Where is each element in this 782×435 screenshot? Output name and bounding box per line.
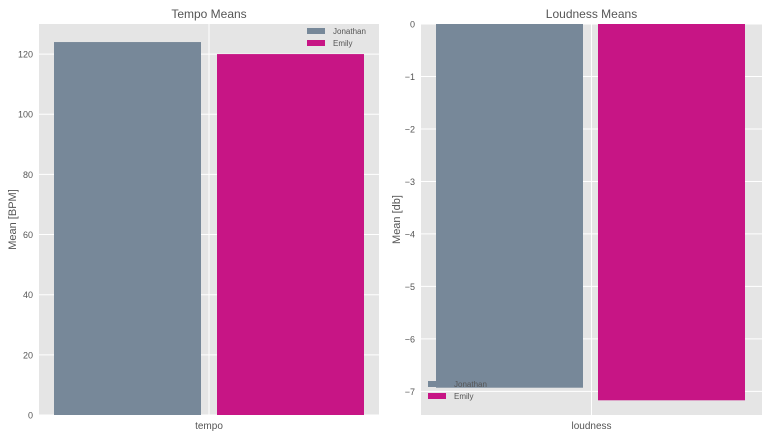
tempo-y-tick-label: 60 — [23, 230, 33, 240]
tempo-bars — [54, 42, 364, 416]
loudness-y-tick-label: 0 — [410, 20, 415, 30]
loudness-y-ticks: −7 −6 −5 −4 −3 −2 −1 0 — [405, 20, 415, 397]
loudness-y-tick-label: −6 — [405, 334, 415, 344]
loudness-means-chart: −7−6−5−4−3−2−10 loudness Loudness Means … — [391, 7, 762, 432]
loudness-y-tick-label: −3 — [405, 177, 415, 187]
legend-swatch — [428, 381, 446, 387]
legend-swatch — [307, 28, 325, 34]
tempo-y-tick-label: 0 — [28, 411, 33, 421]
loudness-legend: Jonathan Emily — [428, 380, 487, 401]
loudness-y-tick-label: −5 — [405, 282, 415, 292]
tempo-bar-emily — [217, 54, 364, 415]
loudness-bar-jonathan — [436, 24, 583, 388]
loudness-y-axis-label: Mean [db] — [391, 195, 403, 244]
legend-swatch — [428, 393, 446, 399]
tempo-x-ticks: tempo — [195, 24, 223, 432]
loudness-y-tick-label: −2 — [405, 124, 415, 134]
tempo-bar-jonathan — [54, 42, 201, 416]
loudness-y-tick-label: −4 — [405, 229, 415, 239]
legend-label: Jonathan — [333, 27, 366, 36]
loudness-y-tick-label: −1 — [405, 72, 415, 82]
loudness-bars — [436, 24, 745, 401]
tempo-y-ticks: 0 20 40 60 80 100 120 — [18, 50, 33, 421]
loudness-bar-emily — [598, 24, 745, 401]
legend-swatch — [307, 40, 325, 46]
tempo-y-tick-label: 80 — [23, 170, 33, 180]
tempo-y-tick-label: 120 — [18, 50, 33, 60]
loudness-chart-title: Loudness Means — [546, 7, 637, 21]
loudness-y-tick-label: −7 — [405, 387, 415, 397]
loudness-x-tick-label: loudness — [571, 421, 611, 432]
tempo-y-axis-label: Mean [BPM] — [7, 189, 19, 250]
tempo-legend: Jonathan Emily — [307, 27, 366, 48]
tempo-y-tick-label: 100 — [18, 110, 33, 120]
legend-label: Jonathan — [454, 380, 487, 389]
tempo-y-tick-label: 40 — [23, 290, 33, 300]
tempo-x-tick-label: tempo — [195, 421, 223, 432]
tempo-y-tick-label: 20 — [23, 350, 33, 360]
loudness-x-ticks: loudness — [571, 24, 612, 432]
tempo-chart-title: Tempo Means — [171, 7, 246, 21]
legend-label: Emily — [333, 39, 353, 48]
tempo-means-chart: 0 20 40 60 80 100 120 tempo Tempo Means Mean [… — [7, 7, 379, 432]
legend-label: Emily — [454, 392, 474, 401]
